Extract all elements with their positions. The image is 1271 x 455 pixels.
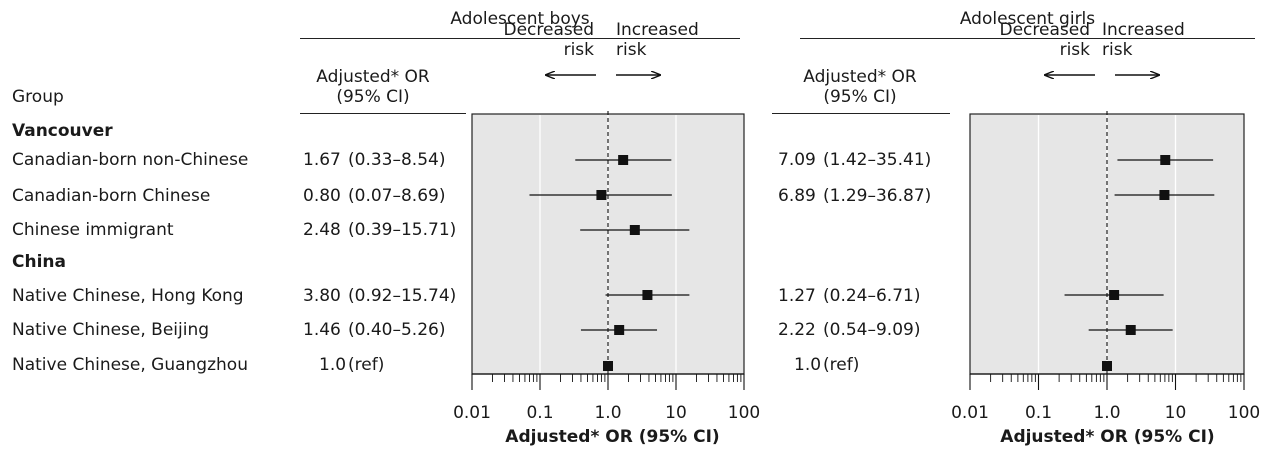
x-tick-label: 0.01 xyxy=(951,403,989,423)
x-tick-label: 1.0 xyxy=(1093,403,1120,423)
increased-risk-label-boys: Increased risk xyxy=(616,20,699,60)
or-point-marker xyxy=(596,190,607,200)
x-tick-label: 0.01 xyxy=(453,403,491,423)
or-point-marker xyxy=(603,361,613,371)
or-value-label: 1.67 xyxy=(303,150,341,170)
x-tick-label: 10 xyxy=(665,403,687,423)
panel-title-rule-girls xyxy=(800,38,1255,39)
ci-value-label: (ref) xyxy=(348,355,385,375)
ci-value-label: (0.24–6.71) xyxy=(823,286,921,306)
ci-value-label: (ref) xyxy=(823,355,860,375)
or-column-rule-girls xyxy=(772,113,950,114)
or-value-label: 1.0 xyxy=(319,355,347,375)
decreased-risk-label-girls: Decreased risk xyxy=(999,20,1091,60)
ci-value-label: (0.54–9.09) xyxy=(823,320,921,340)
or-column-header-boys: Adjusted* OR (95% CI) xyxy=(316,67,430,107)
or-point-marker xyxy=(1125,325,1136,335)
group-label: Native Chinese, Hong Kong xyxy=(12,286,244,306)
or-value-label: 2.48 xyxy=(303,220,341,240)
x-tick-label: 100 xyxy=(1228,403,1260,423)
section-heading-vancouver: Vancouver xyxy=(12,121,113,141)
x-tick-label: 100 xyxy=(728,403,760,423)
or-value-label: 1.46 xyxy=(303,320,341,340)
or-point-marker xyxy=(614,325,625,335)
or-point-marker xyxy=(1160,155,1171,165)
or-column-header-girls: Adjusted* OR (95% CI) xyxy=(803,67,917,107)
ci-value-label: (0.39–15.71) xyxy=(348,220,457,240)
group-label: Native Chinese, Guangzhou xyxy=(12,355,248,375)
x-tick-label: 10 xyxy=(1165,403,1187,423)
x-axis-title-girls: Adjusted* OR (95% CI) xyxy=(1000,427,1215,447)
or-value-label: 7.09 xyxy=(778,150,816,170)
or-value-label: 3.80 xyxy=(303,286,341,306)
group-label: Canadian-born Chinese xyxy=(12,186,211,206)
or-point-marker xyxy=(618,155,629,165)
x-tick-label: 1.0 xyxy=(594,403,621,423)
increased-risk-label-girls: Increased risk xyxy=(1102,20,1185,60)
or-column-rule-boys xyxy=(300,113,466,114)
or-point-marker xyxy=(1102,361,1112,371)
x-tick-label: 0.1 xyxy=(1025,403,1052,423)
or-point-marker xyxy=(1109,290,1120,300)
or-point-marker xyxy=(629,225,640,235)
or-point-marker xyxy=(642,290,653,300)
or-value-label: 2.22 xyxy=(778,320,816,340)
ci-value-label: (0.07–8.69) xyxy=(348,186,446,206)
ci-value-label: (0.40–5.26) xyxy=(348,320,446,340)
x-axis-title-boys: Adjusted* OR (95% CI) xyxy=(505,427,720,447)
x-tick-label: 0.1 xyxy=(526,403,553,423)
group-label: Canadian-born non-Chinese xyxy=(12,150,249,170)
group-label: Chinese immigrant xyxy=(12,220,174,240)
panel-title-boys: Adolescent boys xyxy=(450,9,590,29)
ci-value-label: (1.42–35.41) xyxy=(823,150,932,170)
panel-title-rule-boys xyxy=(300,38,740,39)
section-heading-china: China xyxy=(12,252,66,272)
panel-title-girls: Adolescent girls xyxy=(959,9,1096,29)
ci-value-label: (0.92–15.74) xyxy=(348,286,457,306)
ci-value-label: (0.33–8.54) xyxy=(348,150,446,170)
or-value-label: 6.89 xyxy=(778,186,816,206)
group-label: Native Chinese, Beijing xyxy=(12,320,210,340)
or-value-label: 1.0 xyxy=(794,355,822,375)
group-column-header: Group xyxy=(12,87,64,107)
decreased-risk-label-boys: Decreased risk xyxy=(503,20,595,60)
or-point-marker xyxy=(1159,190,1170,200)
or-value-label: 1.27 xyxy=(778,286,816,306)
or-value-label: 0.80 xyxy=(303,186,341,206)
ci-value-label: (1.29–36.87) xyxy=(823,186,932,206)
